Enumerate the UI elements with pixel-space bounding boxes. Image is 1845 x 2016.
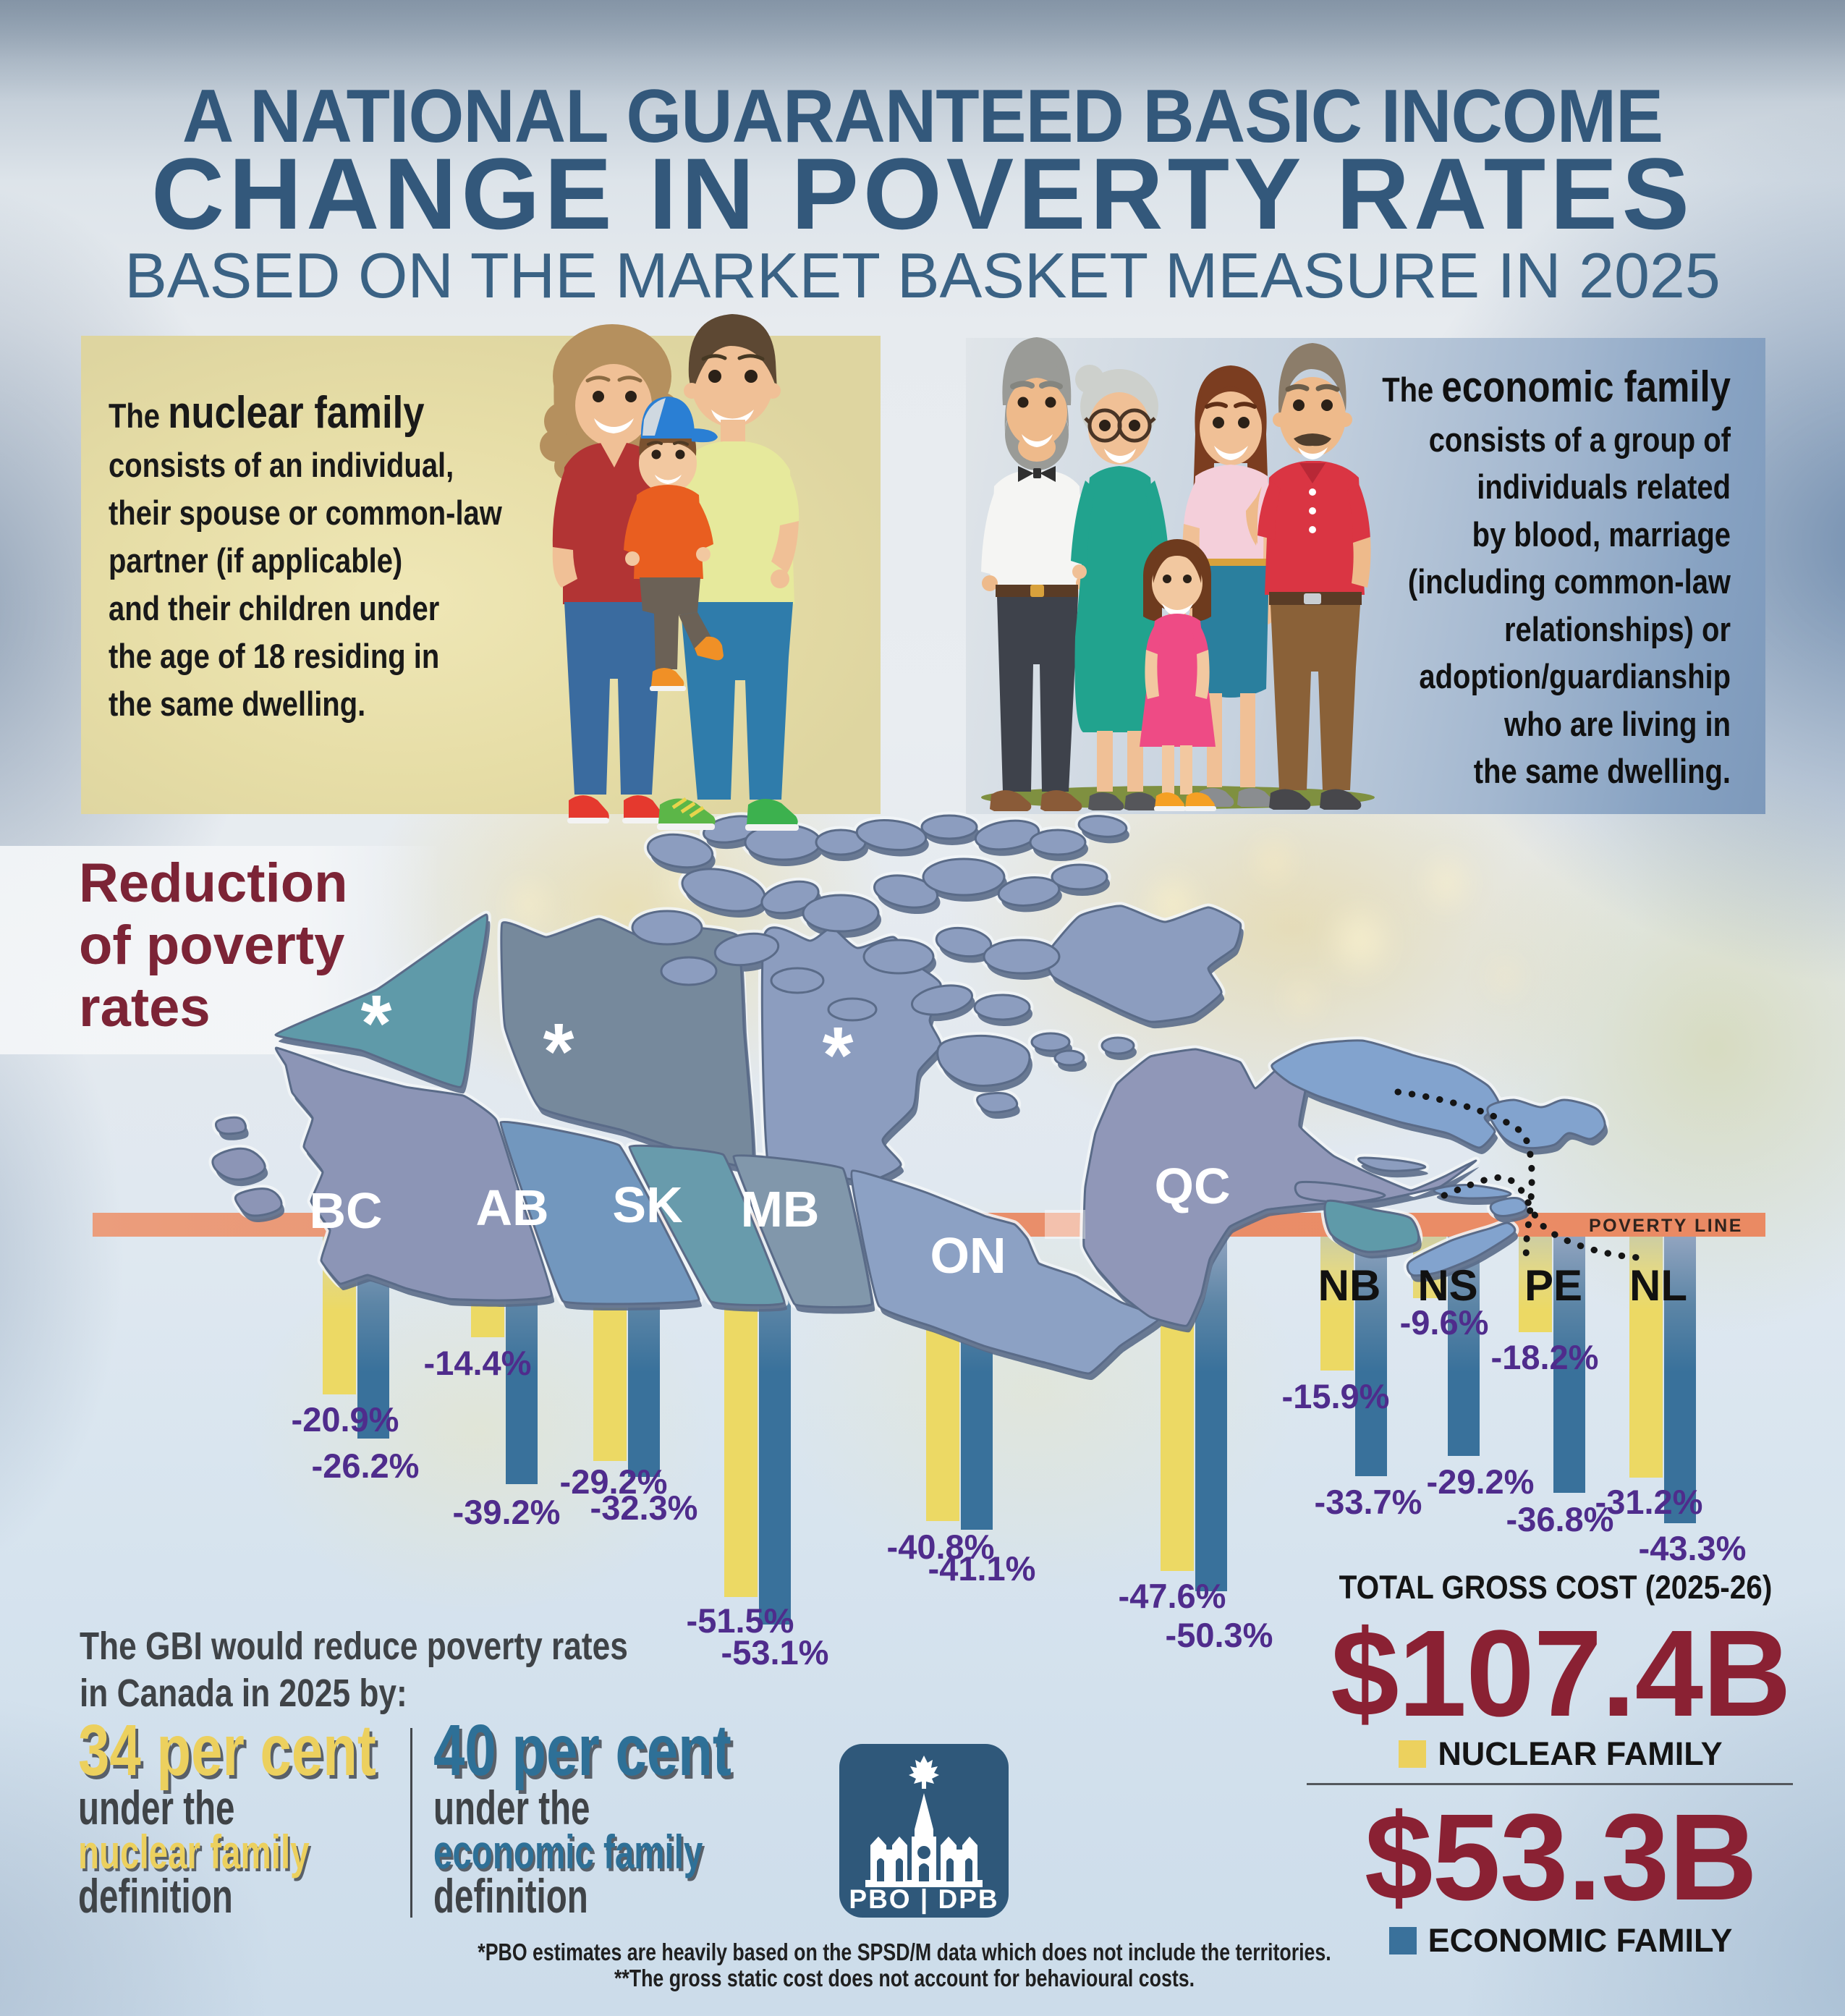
svg-text:*: *	[543, 1007, 574, 1096]
svg-text:PBO | DPB: PBO | DPB	[849, 1884, 998, 1915]
svg-text:*: *	[361, 979, 392, 1068]
svg-text:*: *	[823, 1011, 854, 1100]
